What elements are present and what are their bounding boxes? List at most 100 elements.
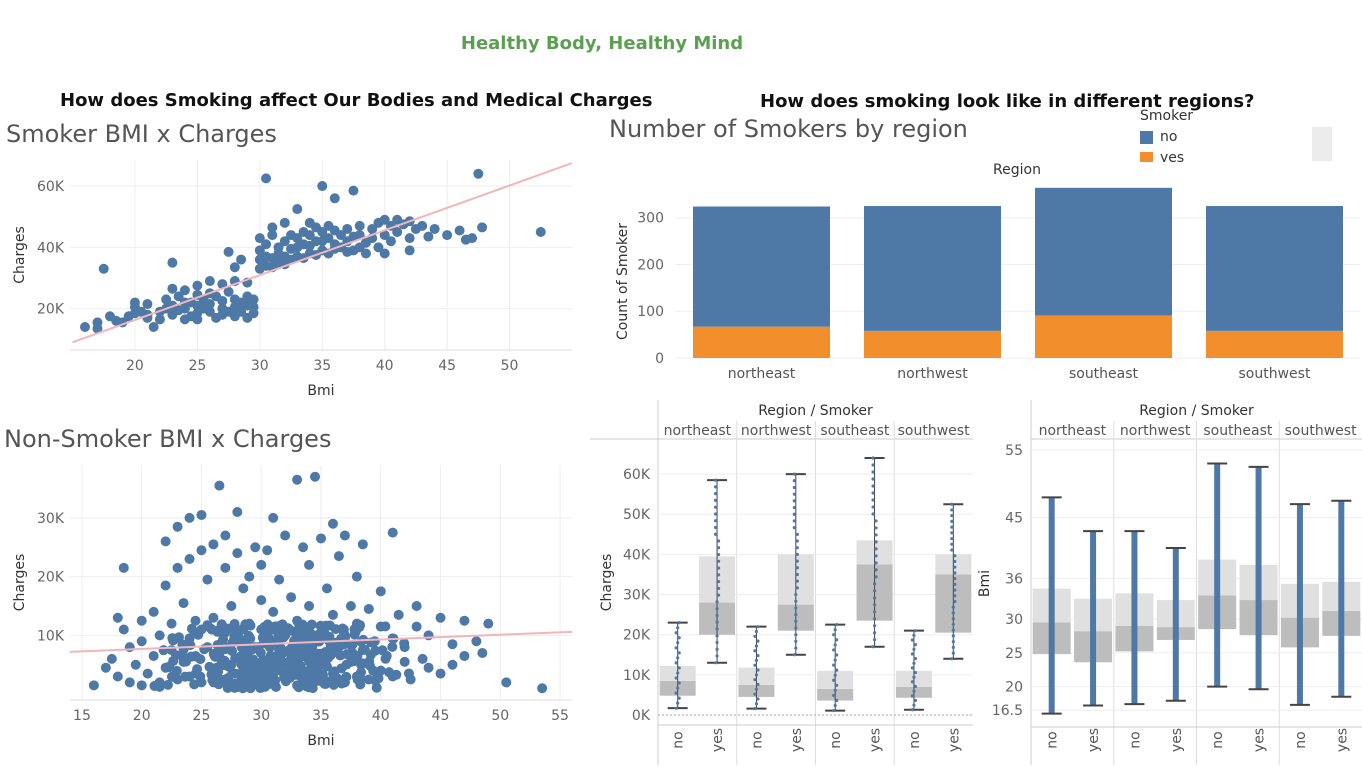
x-tick-label: 40 [376,358,394,374]
outlier-dot [716,566,721,570]
data-point [399,638,410,649]
data-point [454,225,465,236]
box-header: Region / Smoker [758,403,873,419]
y-tick-label: 30K [623,588,651,604]
data-point [202,574,213,585]
data-point [324,620,335,631]
region-header-northeast: northeast [1039,423,1107,439]
outlier-dot [753,649,757,653]
data-point [373,242,384,253]
outlier-dot [874,533,878,537]
data-point [483,618,494,629]
smoker-scatter-chart: 20 25 30 35 40 45 50 20K 40K 60K Bmi Charges [12,160,573,399]
outlier-dot [795,572,799,577]
outlier-dot [792,485,796,490]
data-point [323,233,334,244]
data-point [247,644,258,655]
legend-scrollbar[interactable] [1312,127,1332,161]
data-point [136,636,147,647]
data-point [238,583,249,594]
box-header: Region / Smoker [1139,403,1254,419]
data-point [166,618,177,629]
dashboard-title: Healthy Body, Healthy Mind [460,33,744,54]
outlier-dot [792,492,796,496]
outlier-dot [792,519,796,523]
outlier-dot [833,643,837,647]
outlier-dot [835,638,839,642]
y-tick-label: 0 [655,351,664,367]
outlier-dot [756,668,760,672]
data-point [477,222,488,233]
outlier-dot [715,607,719,611]
data-point [399,656,410,667]
legend-title: Smoker [1140,108,1194,124]
y-tick-label: 36 [1005,571,1023,587]
smoker-label-no: no [671,731,687,748]
y-tick-label: 300 [637,211,664,227]
outlier-dot [953,577,957,581]
outlier-dot [754,687,759,691]
y-tick-label: 20K [37,570,65,586]
data-point [257,661,268,672]
legend-label-no: no [1160,129,1178,145]
data-point [316,533,326,544]
data-point [322,661,333,672]
data-point [184,554,195,564]
outlier-dot [950,548,954,552]
data-point [305,657,316,668]
outlier-dot [912,703,916,707]
outlier-dot [713,532,718,536]
outlier-dot [716,586,721,590]
data-point [404,233,415,244]
outlier-dot [871,645,875,649]
data-point [142,668,153,679]
outlier-dot [795,586,799,590]
outlier-dot [912,661,916,665]
data-point [298,542,309,553]
data-point [254,245,265,256]
outlier-dot [912,633,916,637]
data-point [206,624,217,635]
y-tick-label: 55 [1005,443,1023,459]
data-point [417,220,428,231]
data-point [301,643,312,654]
data-point [292,204,303,215]
outlier-dot [912,675,916,679]
data-point [393,609,404,620]
data-point [166,671,177,682]
outlier-dot [953,599,957,604]
data-point [384,667,395,678]
data-point [306,619,317,630]
data-point [375,586,386,597]
data-point [326,677,337,688]
data-point [167,633,178,644]
data-point [379,248,390,259]
data-point [220,562,231,573]
y-axis-label: Charges [12,226,28,284]
outlier-dot [912,647,916,651]
outlier-dot [872,596,877,600]
outlier-dot [794,592,798,597]
outlier-dot [677,651,681,655]
data-point [256,595,267,606]
outlier-dot [674,691,678,695]
data-point [79,322,90,333]
smoker-label-no: no [749,731,765,748]
data-point [262,619,273,630]
outlier-dot [674,646,678,650]
smoker-legend: Smoker no yes [1140,108,1220,162]
x-tick-label: 45 [432,708,450,724]
legend-item-no[interactable]: no [1140,129,1220,145]
data-point [173,291,184,302]
data-point [392,227,403,238]
outlier-dot [951,645,955,649]
data-point [403,668,414,679]
data-point [220,530,231,541]
data-point [172,562,183,573]
data-point [226,601,237,611]
legend-item-yes[interactable]: yes [1140,150,1220,162]
data-point [371,682,382,693]
data-point [404,245,415,256]
data-point [274,574,285,585]
data-point [118,562,129,573]
